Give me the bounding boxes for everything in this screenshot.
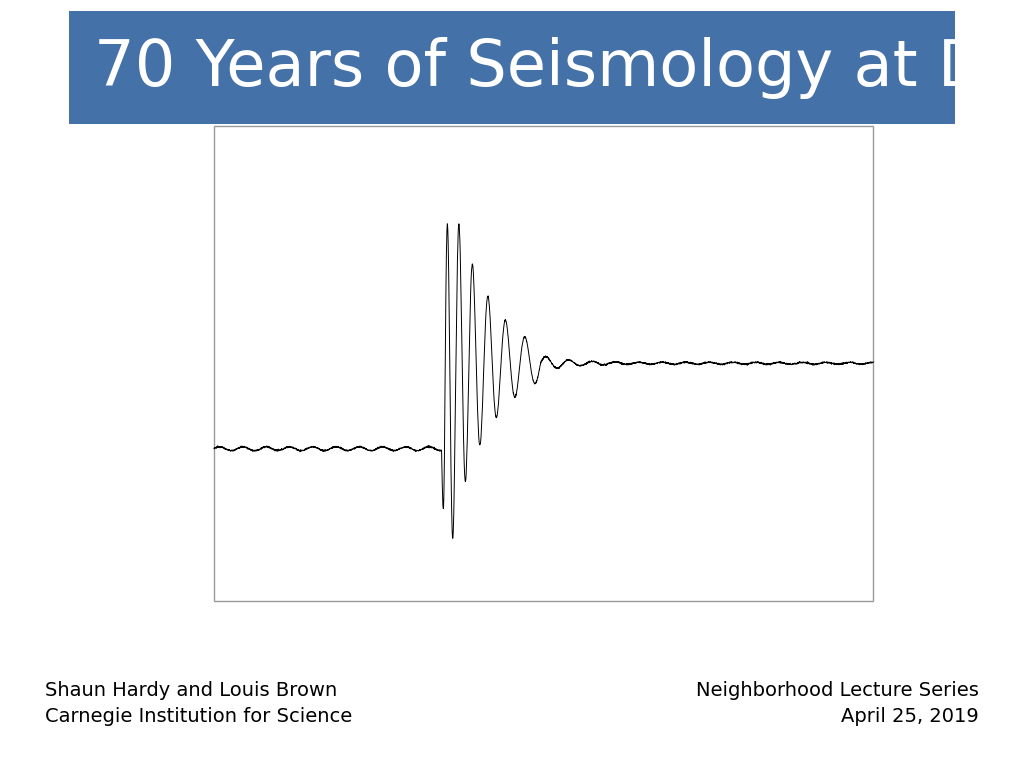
Text: Neighborhood Lecture Series: Neighborhood Lecture Series xyxy=(696,681,979,700)
Text: Shaun Hardy and Louis Brown: Shaun Hardy and Louis Brown xyxy=(45,681,337,700)
Text: Carnegie Institution for Science: Carnegie Institution for Science xyxy=(45,707,352,726)
FancyBboxPatch shape xyxy=(69,11,955,124)
Text: 70 Years of Seismology at DTM: 70 Years of Seismology at DTM xyxy=(94,37,1024,98)
Text: April 25, 2019: April 25, 2019 xyxy=(841,707,979,726)
FancyBboxPatch shape xyxy=(214,126,873,601)
